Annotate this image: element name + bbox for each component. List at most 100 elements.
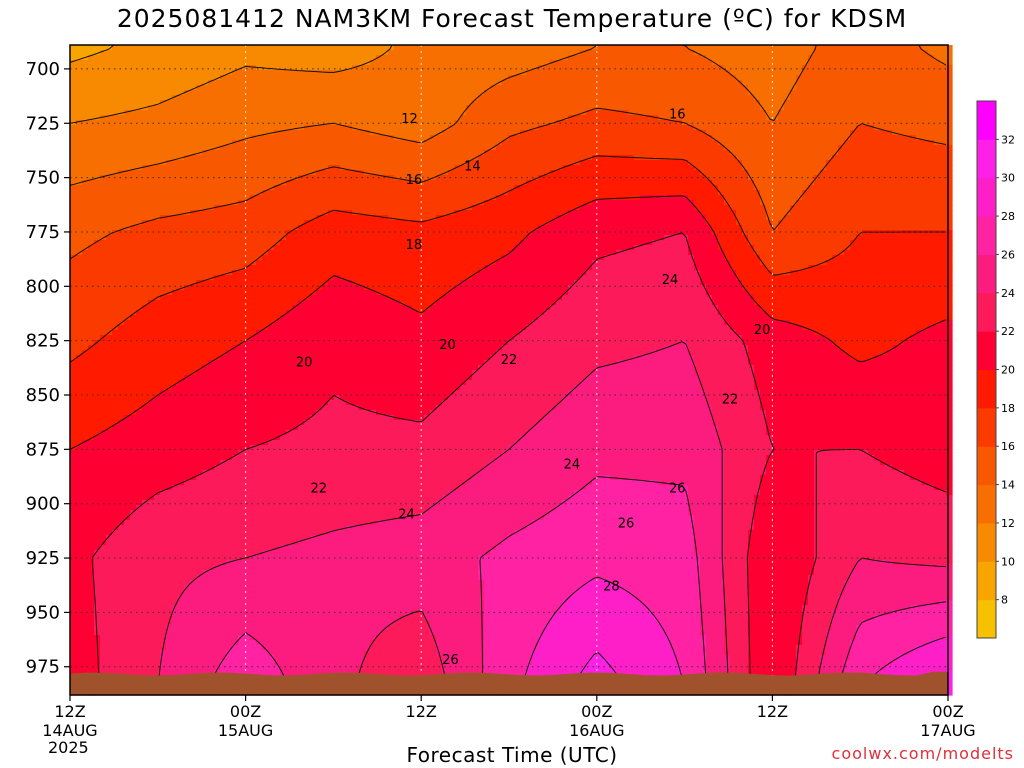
- heatmap-cell: [184, 235, 191, 241]
- heatmap-cell: [178, 290, 185, 296]
- heatmap-cell: [166, 140, 173, 146]
- heatmap-cell: [280, 440, 287, 446]
- heatmap-cell: [286, 245, 293, 251]
- heatmap-cell: [76, 395, 83, 401]
- heatmap-cell: [280, 65, 287, 71]
- heatmap-cell: [244, 275, 251, 281]
- heatmap-cell: [124, 455, 131, 461]
- heatmap-cell: [208, 135, 215, 141]
- heatmap-cell: [124, 395, 131, 401]
- heatmap-cell: [142, 460, 149, 466]
- heatmap-cell: [214, 395, 221, 401]
- heatmap-cell: [106, 420, 113, 426]
- heatmap-cell: [154, 165, 161, 171]
- heatmap-cell: [76, 475, 83, 481]
- heatmap-cell: [208, 415, 215, 421]
- heatmap-cell: [202, 190, 209, 196]
- heatmap-cell: [94, 50, 101, 56]
- heatmap-cell: [280, 270, 287, 276]
- heatmap-cell: [226, 365, 233, 371]
- heatmap-cell: [118, 65, 125, 71]
- heatmap-cell: [112, 235, 119, 241]
- heatmap-cell: [232, 650, 239, 656]
- heatmap-cell: [214, 365, 221, 371]
- heatmap-cell: [172, 540, 179, 546]
- heatmap-cell: [220, 50, 227, 56]
- heatmap-cell: [70, 320, 77, 326]
- heatmap-cell: [238, 670, 245, 676]
- heatmap-cell: [196, 120, 203, 126]
- heatmap-cell: [106, 285, 113, 291]
- heatmap-cell: [274, 200, 281, 206]
- heatmap-cell: [232, 245, 239, 251]
- heatmap-cell: [130, 115, 137, 121]
- heatmap-cell: [160, 440, 167, 446]
- heatmap-cell: [100, 85, 107, 91]
- heatmap-cell: [94, 285, 101, 291]
- heatmap-cell: [244, 450, 251, 456]
- heatmap-cell: [214, 85, 221, 91]
- heatmap-cell: [244, 160, 251, 166]
- heatmap-cell: [118, 420, 125, 426]
- heatmap-cell: [76, 455, 83, 461]
- heatmap-cell: [214, 565, 221, 571]
- heatmap-cell: [76, 275, 83, 281]
- heatmap-cell: [118, 500, 125, 506]
- heatmap-cell: [274, 570, 281, 576]
- heatmap-cell: [142, 305, 149, 311]
- heatmap-cell: [112, 565, 119, 571]
- heatmap-cell: [202, 600, 209, 606]
- heatmap-cell: [268, 615, 275, 621]
- heatmap-cell: [136, 390, 143, 396]
- heatmap-cell: [184, 215, 191, 221]
- heatmap-cell: [148, 50, 155, 56]
- heatmap-cell: [238, 535, 245, 541]
- heatmap-cell: [232, 355, 239, 361]
- heatmap-cell: [94, 120, 101, 126]
- heatmap-cell: [184, 110, 191, 116]
- heatmap-cell: [202, 385, 209, 391]
- heatmap-cell: [262, 145, 269, 151]
- heatmap-cell: [142, 80, 149, 86]
- heatmap-cell: [118, 575, 125, 581]
- heatmap-cell: [94, 85, 101, 91]
- heatmap-cell: [232, 530, 239, 536]
- heatmap-cell: [94, 185, 101, 191]
- heatmap-cell: [238, 80, 245, 86]
- heatmap-cell: [178, 405, 185, 411]
- heatmap-cell: [76, 70, 83, 76]
- heatmap-cell: [250, 405, 257, 411]
- heatmap-cell: [184, 155, 191, 161]
- heatmap-cell: [280, 485, 287, 491]
- heatmap-cell: [196, 395, 203, 401]
- heatmap-cell: [154, 670, 161, 676]
- heatmap-cell: [136, 185, 143, 191]
- heatmap-cell: [244, 240, 251, 246]
- heatmap-cell: [136, 175, 143, 181]
- heatmap-cell: [244, 75, 251, 81]
- heatmap-cell: [244, 505, 251, 511]
- heatmap-cell: [124, 550, 131, 556]
- heatmap-cell: [292, 360, 299, 366]
- heatmap-cell: [292, 435, 299, 441]
- heatmap-cell: [226, 115, 233, 121]
- heatmap-cell: [160, 235, 167, 241]
- heatmap-cell: [196, 215, 203, 221]
- heatmap-cell: [106, 140, 113, 146]
- heatmap-cell: [178, 435, 185, 441]
- heatmap-cell: [148, 555, 155, 561]
- heatmap-cell: [76, 365, 83, 371]
- heatmap-cell: [166, 250, 173, 256]
- heatmap-cell: [130, 130, 137, 136]
- heatmap-cell: [142, 300, 149, 306]
- heatmap-cell: [88, 570, 95, 576]
- heatmap-cell: [292, 150, 299, 156]
- heatmap-cell: [70, 60, 77, 66]
- heatmap-cell: [160, 260, 167, 266]
- heatmap-cell: [256, 380, 263, 386]
- heatmap-cell: [280, 90, 287, 96]
- heatmap-cell: [232, 85, 239, 91]
- heatmap-cell: [226, 395, 233, 401]
- heatmap-cell: [274, 175, 281, 181]
- heatmap-cell: [82, 530, 89, 536]
